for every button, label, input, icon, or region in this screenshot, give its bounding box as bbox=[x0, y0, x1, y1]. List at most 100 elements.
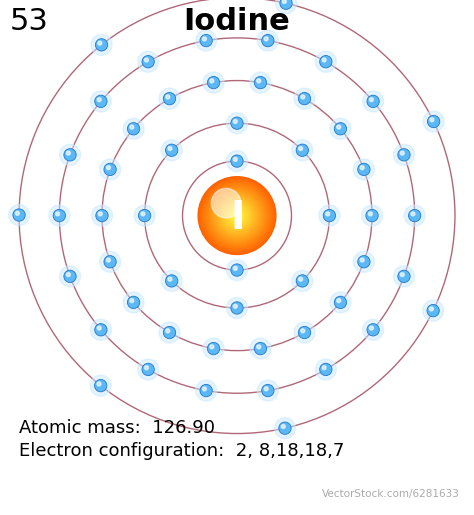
Circle shape bbox=[100, 159, 120, 180]
Circle shape bbox=[215, 194, 259, 237]
Text: Atomic mass:  126.90: Atomic mass: 126.90 bbox=[19, 419, 215, 437]
Circle shape bbox=[221, 199, 253, 232]
Circle shape bbox=[204, 182, 270, 249]
Circle shape bbox=[296, 274, 309, 287]
Circle shape bbox=[203, 338, 224, 359]
Circle shape bbox=[161, 140, 182, 161]
Circle shape bbox=[319, 56, 332, 68]
Circle shape bbox=[95, 95, 107, 108]
Circle shape bbox=[60, 144, 81, 165]
Circle shape bbox=[207, 186, 267, 245]
Circle shape bbox=[91, 319, 111, 340]
Circle shape bbox=[330, 118, 351, 139]
Circle shape bbox=[301, 95, 305, 99]
Circle shape bbox=[96, 210, 108, 222]
Circle shape bbox=[219, 198, 255, 233]
Circle shape bbox=[97, 98, 101, 101]
Circle shape bbox=[203, 72, 224, 93]
Circle shape bbox=[279, 422, 291, 434]
Circle shape bbox=[230, 209, 244, 222]
Circle shape bbox=[91, 205, 112, 226]
Circle shape bbox=[166, 95, 170, 99]
Circle shape bbox=[315, 51, 337, 72]
Circle shape bbox=[230, 209, 244, 222]
Circle shape bbox=[233, 158, 237, 161]
Circle shape bbox=[60, 266, 81, 287]
Circle shape bbox=[337, 299, 341, 303]
Circle shape bbox=[224, 202, 250, 229]
Circle shape bbox=[323, 210, 336, 222]
Circle shape bbox=[66, 151, 70, 155]
Circle shape bbox=[128, 296, 140, 308]
Circle shape bbox=[337, 125, 341, 129]
Circle shape bbox=[283, 0, 286, 4]
Circle shape bbox=[233, 304, 237, 308]
Circle shape bbox=[206, 184, 268, 247]
Circle shape bbox=[367, 323, 379, 336]
Circle shape bbox=[137, 51, 159, 72]
Circle shape bbox=[205, 184, 269, 247]
Circle shape bbox=[250, 338, 271, 359]
Circle shape bbox=[128, 123, 140, 135]
Circle shape bbox=[235, 213, 239, 218]
Circle shape bbox=[294, 88, 315, 109]
Circle shape bbox=[294, 322, 315, 343]
Circle shape bbox=[234, 212, 240, 219]
Circle shape bbox=[168, 277, 172, 281]
Circle shape bbox=[354, 251, 374, 272]
Circle shape bbox=[231, 210, 243, 221]
Circle shape bbox=[227, 298, 247, 318]
Circle shape bbox=[292, 140, 313, 161]
Circle shape bbox=[161, 270, 182, 291]
Circle shape bbox=[232, 211, 242, 220]
Circle shape bbox=[221, 200, 253, 231]
Circle shape bbox=[319, 363, 332, 375]
Circle shape bbox=[280, 0, 292, 9]
Circle shape bbox=[165, 274, 178, 287]
Circle shape bbox=[137, 359, 159, 380]
Circle shape bbox=[366, 210, 378, 222]
Circle shape bbox=[362, 205, 383, 226]
Circle shape bbox=[64, 149, 76, 161]
Circle shape bbox=[66, 272, 70, 277]
Circle shape bbox=[334, 296, 346, 308]
Circle shape bbox=[145, 58, 148, 62]
Circle shape bbox=[257, 79, 261, 83]
Circle shape bbox=[200, 35, 212, 47]
Circle shape bbox=[208, 186, 266, 245]
Circle shape bbox=[213, 192, 261, 239]
Circle shape bbox=[159, 88, 180, 109]
Text: I: I bbox=[231, 199, 245, 237]
Circle shape bbox=[97, 382, 101, 386]
Circle shape bbox=[231, 302, 243, 314]
Circle shape bbox=[164, 93, 176, 105]
Circle shape bbox=[216, 194, 258, 237]
Circle shape bbox=[104, 163, 116, 176]
Circle shape bbox=[228, 207, 246, 225]
Circle shape bbox=[398, 270, 410, 283]
Circle shape bbox=[228, 206, 246, 225]
Circle shape bbox=[98, 41, 102, 45]
Circle shape bbox=[393, 144, 414, 165]
Circle shape bbox=[130, 299, 134, 303]
Circle shape bbox=[168, 147, 172, 150]
Circle shape bbox=[218, 196, 256, 235]
Circle shape bbox=[123, 292, 144, 313]
Circle shape bbox=[203, 181, 271, 250]
Circle shape bbox=[90, 375, 111, 396]
Circle shape bbox=[64, 270, 76, 283]
Circle shape bbox=[227, 113, 247, 134]
Circle shape bbox=[209, 187, 265, 244]
Circle shape bbox=[228, 207, 246, 224]
Circle shape bbox=[301, 329, 305, 333]
Circle shape bbox=[214, 193, 260, 238]
Circle shape bbox=[211, 190, 263, 242]
Circle shape bbox=[225, 204, 249, 227]
Circle shape bbox=[107, 258, 110, 262]
Circle shape bbox=[298, 93, 310, 105]
Circle shape bbox=[326, 212, 329, 216]
Circle shape bbox=[428, 115, 440, 128]
Circle shape bbox=[430, 118, 434, 122]
Circle shape bbox=[218, 197, 256, 234]
Circle shape bbox=[208, 76, 220, 89]
